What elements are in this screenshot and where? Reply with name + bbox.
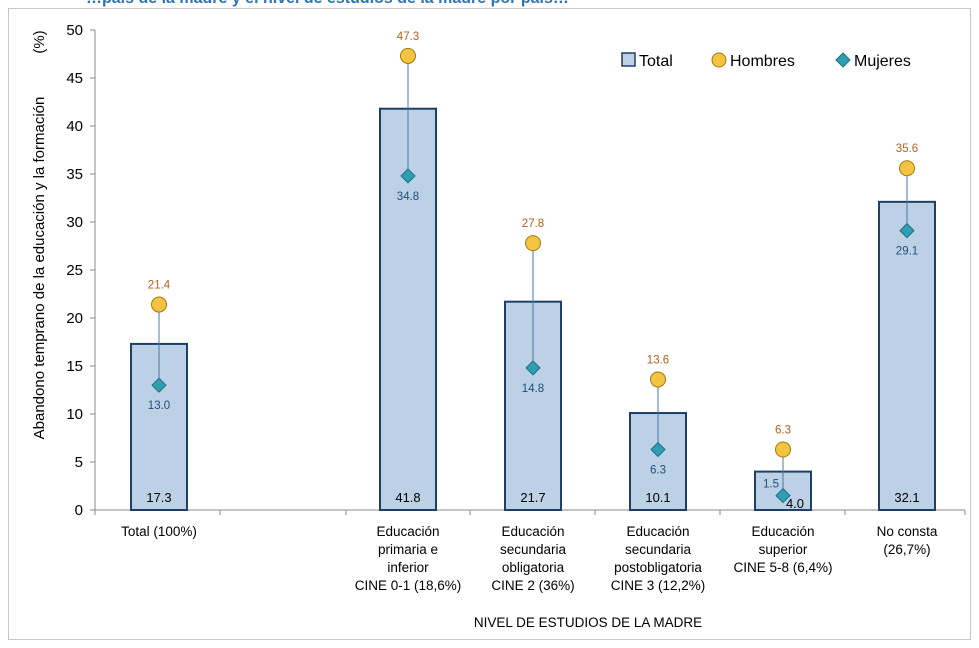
y-tick-label: 0 bbox=[75, 502, 83, 519]
label-mujeres: 13.0 bbox=[148, 400, 170, 412]
category-label: inferior bbox=[387, 560, 429, 575]
y-tick-label: 20 bbox=[66, 310, 83, 327]
marker-mujeres bbox=[151, 377, 167, 393]
marker-hombres bbox=[775, 441, 791, 458]
marker-mujeres bbox=[899, 222, 915, 239]
legend-label-hombres: Hombres bbox=[730, 53, 795, 70]
category-label: CINE 2 (36%) bbox=[491, 578, 574, 593]
category-label: Total (100%) bbox=[121, 524, 197, 539]
y-tick-label: 30 bbox=[66, 214, 83, 231]
marker-mujeres bbox=[775, 487, 791, 504]
axes: 0 5 10 15 20 25 30 35 40 45 50 bbox=[66, 22, 966, 519]
y-tick-label: 35 bbox=[66, 166, 83, 183]
category-label: postobligatoria bbox=[614, 560, 702, 575]
category-labels: Total (100%) Educación primaria e inferior C… bbox=[121, 524, 938, 593]
chart-frame bbox=[8, 8, 971, 640]
marker-hombres bbox=[400, 47, 416, 64]
label-total: 4.0 bbox=[786, 496, 804, 511]
label-total: 17.3 bbox=[146, 490, 171, 505]
marker-hombres bbox=[525, 235, 541, 252]
y-tick-label: 15 bbox=[66, 358, 83, 375]
data-labels: 21.4 13.0 17.3 47.3 34.8 41.8 27.8 14.8 21.7 13.6… bbox=[146, 31, 919, 511]
category-label: secundaria bbox=[500, 542, 567, 557]
label-total: 21.7 bbox=[520, 490, 545, 505]
label-hombres: 6.3 bbox=[775, 425, 791, 437]
label-mujeres: 14.8 bbox=[522, 383, 544, 395]
marker-mujeres bbox=[650, 441, 666, 458]
category-label: superior bbox=[759, 542, 808, 557]
marker-mujeres bbox=[400, 168, 416, 184]
y-tick-label: 10 bbox=[66, 406, 83, 423]
legend-label-mujeres: Mujeres bbox=[854, 53, 911, 70]
label-hombres: 35.6 bbox=[896, 143, 918, 155]
label-total: 32.1 bbox=[894, 490, 919, 505]
category-label: Educación bbox=[751, 524, 814, 539]
category-label: secundaria bbox=[625, 542, 692, 557]
category-label: (26,7%) bbox=[883, 542, 930, 557]
bar-total bbox=[878, 200, 936, 511]
label-mujeres: 34.8 bbox=[397, 191, 419, 203]
marker-hombres bbox=[899, 160, 915, 177]
label-hombres: 27.8 bbox=[522, 218, 544, 230]
legend-swatch-total bbox=[621, 52, 636, 67]
chart-title: …pais de la madre y el nivel de estudios… bbox=[86, 0, 569, 8]
label-mujeres: 1.5 bbox=[763, 479, 779, 491]
label-mujeres: 29.1 bbox=[896, 246, 918, 258]
y-tick-label: 50 bbox=[66, 22, 83, 39]
y-tick-label: 45 bbox=[66, 70, 83, 87]
category-label: CINE 5-8 (6,4%) bbox=[733, 560, 832, 575]
marker-hombres bbox=[151, 296, 167, 313]
category-label: Educación bbox=[501, 524, 564, 539]
label-hombres: 47.3 bbox=[397, 31, 419, 43]
category-label: primaria e bbox=[378, 542, 438, 557]
legend-swatch-mujeres bbox=[835, 52, 851, 68]
y-tick-label: 40 bbox=[66, 118, 83, 135]
y-tick-label: 5 bbox=[75, 454, 83, 471]
chart-title-strip: …pais de la madre y el nivel de estudios… bbox=[0, 0, 979, 20]
category-label: Educación bbox=[376, 524, 439, 539]
legend-swatch-hombres bbox=[711, 52, 727, 68]
label-total: 10.1 bbox=[645, 490, 670, 505]
x-axis-title: NIVEL DE ESTUDIOS DE LA MADRE bbox=[474, 615, 702, 630]
legend: Total Hombres Mujeres bbox=[621, 52, 911, 70]
category-label: obligatoria bbox=[502, 560, 565, 575]
label-hombres: 21.4 bbox=[148, 280, 171, 292]
category-label: Educación bbox=[626, 524, 689, 539]
legend-label-total: Total bbox=[639, 53, 673, 70]
label-total: 41.8 bbox=[395, 490, 420, 505]
category-label: CINE 3 (12,2%) bbox=[611, 578, 706, 593]
category-label: No consta bbox=[877, 524, 938, 539]
marker-hombres bbox=[650, 371, 666, 388]
markers bbox=[151, 47, 915, 504]
label-hombres: 13.6 bbox=[647, 354, 669, 366]
marker-mujeres bbox=[525, 360, 541, 376]
label-mujeres: 6.3 bbox=[650, 465, 666, 477]
y-axis-title: Abandono temprano de la educación y la f… bbox=[31, 97, 48, 440]
category-label: CINE 0-1 (18,6%) bbox=[355, 578, 462, 593]
y-tick-label: 25 bbox=[66, 262, 83, 279]
y-axis-unit: (%) bbox=[31, 30, 48, 53]
